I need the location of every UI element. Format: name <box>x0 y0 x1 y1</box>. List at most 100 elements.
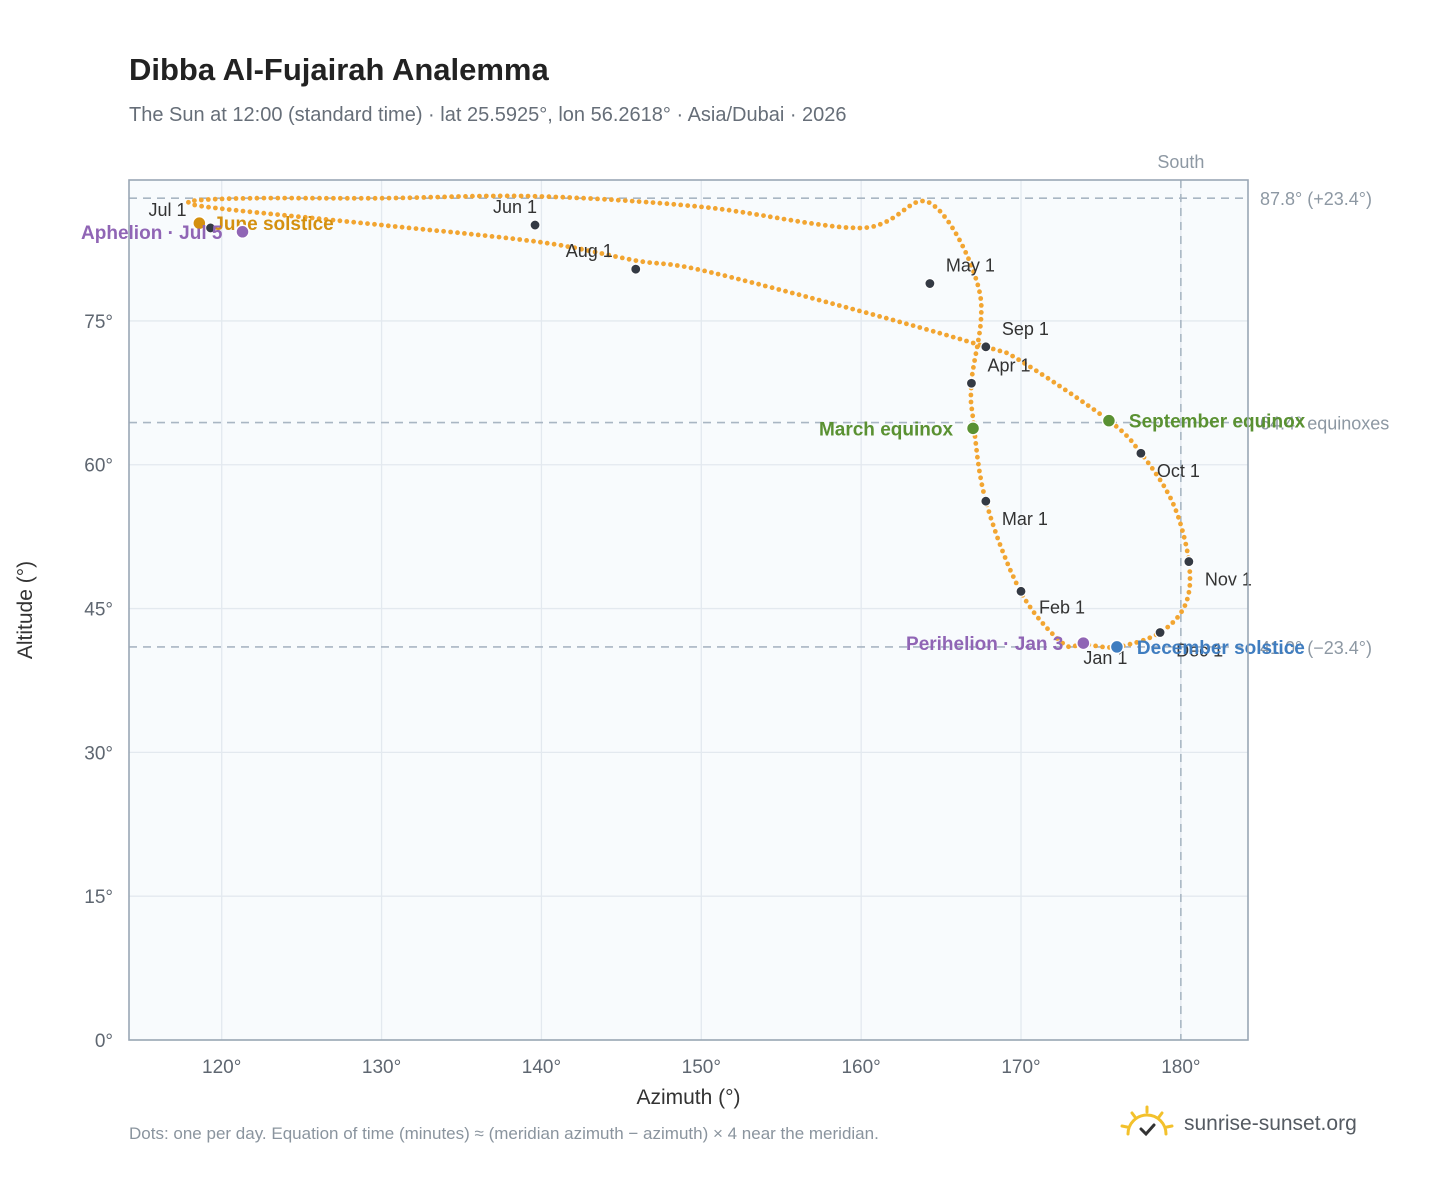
daily-dot <box>857 308 862 314</box>
daily-dot <box>365 221 370 227</box>
daily-dot <box>199 203 205 209</box>
daily-dot <box>572 245 578 251</box>
daily-dot <box>863 310 869 316</box>
y-tick-label: 60° <box>84 456 113 477</box>
x-axis-title: Azimuth (°) <box>636 1086 740 1109</box>
daily-dot <box>414 195 420 201</box>
daily-dot <box>1127 641 1133 647</box>
daily-dot <box>1008 567 1013 573</box>
daily-dot <box>455 230 460 236</box>
daily-dot <box>1187 576 1193 581</box>
daily-dot <box>1173 508 1179 514</box>
x-tick-label: 150° <box>682 1057 721 1078</box>
daily-dot <box>810 295 815 301</box>
month-label: Jun 1 <box>493 197 537 217</box>
daily-dot <box>930 328 936 334</box>
daily-dot <box>192 198 197 204</box>
daily-dot <box>1068 391 1074 397</box>
daily-dot <box>970 340 976 346</box>
daily-dot <box>233 207 239 213</box>
daily-dot <box>1184 596 1190 602</box>
daily-dot <box>1002 555 1008 560</box>
daily-dot <box>719 206 725 212</box>
daily-dot <box>434 228 440 234</box>
x-tick-label: 140° <box>522 1057 561 1078</box>
daily-dot <box>950 225 955 231</box>
daily-dot <box>1045 375 1051 381</box>
daily-dot <box>685 203 691 209</box>
daily-dot <box>504 193 510 199</box>
daily-dot <box>937 330 943 336</box>
daily-dot <box>448 229 453 235</box>
month-label: Aug 1 <box>566 241 613 261</box>
daily-dot <box>997 542 1003 547</box>
daily-dot <box>910 323 916 328</box>
daily-dot <box>296 214 301 220</box>
daily-dot <box>1147 635 1153 641</box>
brand[interactable]: sunrise-sunset.org <box>1120 1102 1357 1146</box>
daily-dot <box>970 413 976 419</box>
daily-dot <box>551 241 557 247</box>
daily-dot <box>973 441 979 446</box>
daily-dot <box>385 223 391 229</box>
daily-dot <box>497 193 503 199</box>
daily-dot <box>957 237 962 243</box>
daily-dot <box>1181 534 1187 540</box>
daily-dot <box>647 260 653 265</box>
daily-dot <box>324 195 329 201</box>
daily-dot <box>303 195 308 201</box>
daily-dot <box>688 265 694 271</box>
daily-dot <box>924 327 929 332</box>
daily-dot <box>843 304 849 310</box>
daily-dot <box>966 256 971 262</box>
chart-title: Dibba Al-Fujairah Analemma <box>129 52 549 87</box>
y-tick-label: 0° <box>95 1031 113 1052</box>
daily-dot <box>1100 644 1105 650</box>
daily-dot <box>592 249 598 255</box>
axes: 120° 130° 140° 150° 160° 170° 180° 0° 15° 30° 45° 6… <box>14 312 1201 1109</box>
event-marker <box>1101 413 1117 428</box>
daily-dot <box>406 225 412 231</box>
month-marker <box>1015 585 1027 597</box>
daily-dot <box>517 237 523 242</box>
daily-dot <box>553 194 559 200</box>
daily-dot <box>599 251 605 256</box>
daily-dot <box>282 195 288 201</box>
daily-dot <box>463 194 468 199</box>
daily-dot <box>496 234 502 240</box>
sun-logo-icon <box>1120 1104 1174 1145</box>
daily-dot <box>615 197 621 203</box>
daily-dot <box>803 294 809 299</box>
daily-dot <box>1180 528 1185 533</box>
event-marker <box>1076 635 1091 651</box>
month-marker <box>1135 447 1147 459</box>
daily-dot <box>1004 350 1009 356</box>
daily-dot <box>754 212 759 217</box>
daily-dot <box>482 233 488 239</box>
daily-dot <box>1000 548 1005 554</box>
daily-dot <box>1027 604 1033 610</box>
y-tick-label: 75° <box>84 312 113 333</box>
daily-dot <box>525 193 531 199</box>
plot-frame <box>128 179 1249 1041</box>
daily-dot <box>1145 460 1151 466</box>
x-tick-label: 130° <box>362 1057 401 1078</box>
daily-dot <box>331 195 336 201</box>
daily-dot <box>1097 411 1102 417</box>
daily-dot <box>316 216 322 222</box>
daily-dot <box>877 221 883 227</box>
daily-dot <box>503 235 509 241</box>
y-tick-label: 15° <box>84 887 113 908</box>
daily-dot <box>756 281 761 287</box>
daily-dot <box>937 208 943 214</box>
daily-dot <box>1182 603 1188 608</box>
altitude-reference-label: 87.8° (+23.4°) <box>1260 189 1372 209</box>
daily-dot <box>692 203 697 209</box>
daily-dot <box>226 196 232 202</box>
daily-dot <box>890 215 896 221</box>
daily-dot <box>1119 428 1124 434</box>
daily-dot <box>1049 631 1055 637</box>
daily-dot <box>392 224 398 229</box>
daily-dot <box>726 207 732 213</box>
daily-dot <box>1140 637 1146 643</box>
